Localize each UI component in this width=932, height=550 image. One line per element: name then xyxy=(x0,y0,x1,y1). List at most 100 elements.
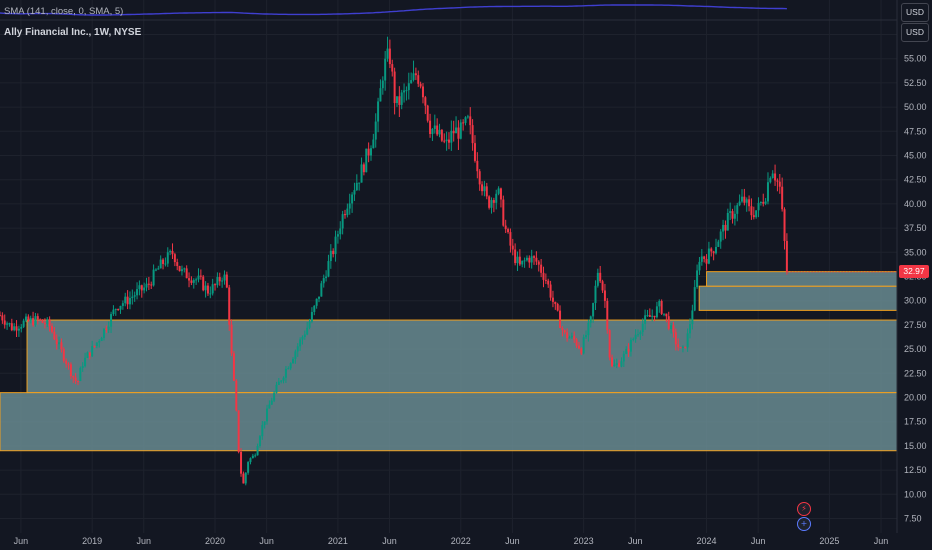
candle-body xyxy=(313,305,316,312)
candle-body xyxy=(594,285,597,304)
candle-body xyxy=(592,303,595,317)
candle-body xyxy=(771,173,774,179)
candle-body xyxy=(537,261,540,265)
candle-body xyxy=(117,308,120,310)
candle-body xyxy=(171,250,174,255)
candle-body xyxy=(336,234,339,237)
candle-body xyxy=(407,83,410,91)
candle-body xyxy=(606,300,609,331)
candle-body xyxy=(275,384,278,393)
candle-body xyxy=(287,368,290,370)
candle-body xyxy=(759,201,762,203)
candle-body xyxy=(618,363,621,367)
candles xyxy=(0,36,897,486)
indicator-currency-button[interactable]: USD xyxy=(901,3,929,22)
plus-icon[interactable]: + xyxy=(797,517,811,531)
candle-body xyxy=(674,332,677,345)
candle-body xyxy=(105,328,108,331)
candle-body xyxy=(95,342,98,347)
candle-body xyxy=(464,117,467,123)
time-axis[interactable]: Jun 2019 Jun 2020 Jun 2021 Jun 2022 Jun 2023 Jun 20… xyxy=(14,536,889,546)
candle-body xyxy=(556,304,559,311)
candle-body xyxy=(351,194,354,204)
candle-body xyxy=(237,410,240,452)
candle-body xyxy=(745,199,748,203)
candle-body xyxy=(43,322,46,325)
candle-body xyxy=(308,321,311,328)
candle-body xyxy=(681,346,684,348)
candle-body xyxy=(436,125,439,135)
candle-body xyxy=(686,333,689,348)
candle-body xyxy=(332,250,335,255)
candle-body xyxy=(10,323,13,331)
candle-body xyxy=(341,214,344,229)
price-tick-label: 22.50 xyxy=(904,368,927,378)
candle-body xyxy=(639,332,642,335)
candle-body xyxy=(611,357,614,367)
candle-body xyxy=(214,284,217,286)
last-price-label: 32.97 xyxy=(899,265,929,279)
candle-body xyxy=(133,295,136,297)
candle-body xyxy=(353,190,356,195)
candle-body xyxy=(736,205,739,214)
lightning-icon[interactable]: ⚡ xyxy=(797,502,811,516)
candle-body xyxy=(126,296,129,305)
price-tick-label: 50.00 xyxy=(904,102,927,112)
candle-body xyxy=(315,298,318,306)
candle-body xyxy=(17,328,20,331)
candle-body xyxy=(247,462,250,473)
candle-body xyxy=(641,323,644,333)
candle-body xyxy=(292,358,295,364)
candle-body xyxy=(79,367,82,381)
candle-body xyxy=(204,285,207,291)
candle-body xyxy=(714,246,717,254)
candle-body xyxy=(41,319,44,323)
symbol-currency-button[interactable]: USD xyxy=(901,23,929,42)
candle-body xyxy=(438,129,441,135)
candle-body xyxy=(769,178,772,183)
candle-body xyxy=(599,272,602,282)
candle-body xyxy=(549,284,552,298)
candle-body xyxy=(301,336,304,340)
time-tick-label: 2023 xyxy=(574,536,594,546)
price-tick-label: 7.50 xyxy=(904,513,922,523)
candle-body xyxy=(360,164,363,183)
candle-body xyxy=(289,363,292,369)
candle-body xyxy=(145,283,148,288)
candle-body xyxy=(719,231,722,242)
candle-body xyxy=(377,101,380,122)
candle-body xyxy=(251,455,254,459)
candle-body xyxy=(48,319,51,327)
indicator-label[interactable]: SMA (141, close, 0, SMA, 5) xyxy=(4,6,123,17)
candle-body xyxy=(722,224,725,232)
candle-body xyxy=(228,287,231,325)
candle-body xyxy=(644,315,647,324)
candle-body xyxy=(542,272,545,280)
candle-body xyxy=(32,318,35,326)
candle-body xyxy=(277,381,280,385)
candle-body xyxy=(750,206,753,216)
candle-body xyxy=(327,261,330,277)
candle-body xyxy=(445,139,448,142)
candle-body xyxy=(209,293,212,295)
candle-body xyxy=(452,130,455,134)
candle-body xyxy=(471,125,474,144)
candle-body xyxy=(143,287,146,291)
candle-body xyxy=(46,319,49,325)
candle-body xyxy=(488,196,491,208)
candle-body xyxy=(502,199,505,226)
candle-body xyxy=(159,259,162,269)
candle-body xyxy=(384,58,387,81)
candle-body xyxy=(3,320,6,325)
grid-lines xyxy=(0,0,897,533)
price-tick-label: 35.00 xyxy=(904,247,927,257)
time-tick-label: Jun xyxy=(874,536,889,546)
candle-body xyxy=(102,328,105,338)
candle-body xyxy=(554,301,557,305)
candle-body xyxy=(72,376,75,378)
candle-body xyxy=(270,400,273,405)
candle-body xyxy=(620,361,623,367)
candle-body xyxy=(322,278,325,284)
candle-body xyxy=(450,130,453,143)
